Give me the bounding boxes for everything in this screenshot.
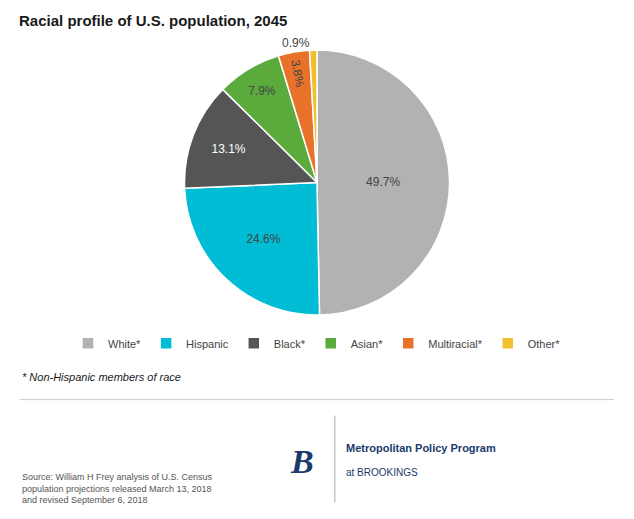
svg-text:Black*: Black* [274,338,306,350]
svg-text:Other*: Other* [528,338,561,350]
svg-text:Racial profile of U.S. populat: Racial profile of U.S. population, 2045 [19,12,287,29]
svg-text:B: B [290,443,314,480]
svg-text:White*: White* [108,338,141,350]
svg-text:Multiracial*: Multiracial* [428,338,483,350]
svg-text:13.1%: 13.1% [211,142,245,156]
svg-text:Source: William H Frey analysi: Source: William H Frey analysis of U.S. … [22,472,213,505]
svg-text:Hispanic: Hispanic [186,338,229,350]
svg-text:7.9%: 7.9% [248,84,276,98]
svg-text:0.9%: 0.9% [282,36,310,50]
svg-text:Asian*: Asian* [351,338,384,350]
svg-text:Metropolitan Policy Program: Metropolitan Policy Program [346,442,496,454]
svg-text:3.8%: 3.8% [288,59,307,89]
svg-text:* Non-Hispanic members of race: * Non-Hispanic members of race [22,371,181,383]
svg-text:at BROOKINGS: at BROOKINGS [346,467,418,478]
svg-text:24.6%: 24.6% [246,232,280,246]
svg-text:49.7%: 49.7% [366,175,400,189]
